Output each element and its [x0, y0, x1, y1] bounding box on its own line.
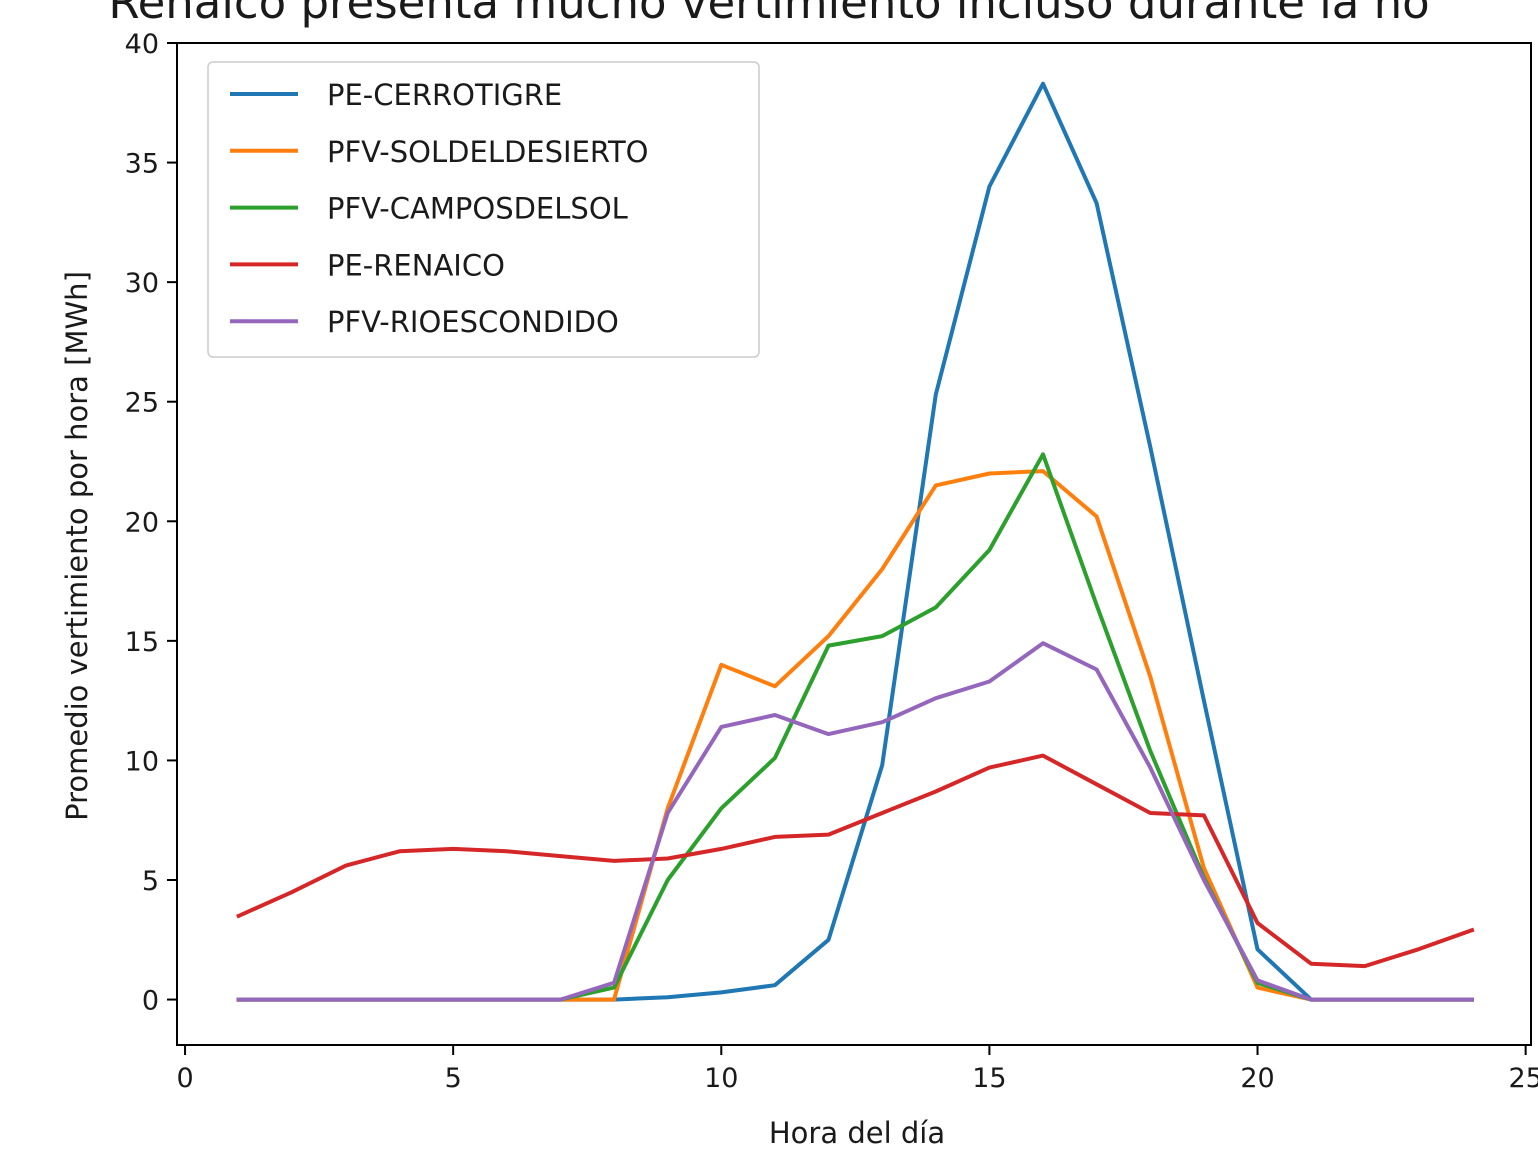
x-tick-label: 20: [1240, 1063, 1274, 1094]
y-tick-label: 30: [125, 268, 159, 299]
legend-label: PFV-CAMPOSDELSOL: [327, 192, 628, 226]
legend-label: PE-CERROTIGRE: [327, 78, 562, 112]
plot-lines: [236, 81, 1475, 1002]
series-line-pe-renaico: [236, 753, 1475, 969]
plot-frame: [176, 42, 1532, 1046]
series-line-pfv-soldeldesierto: [236, 469, 1474, 1002]
y-axis: 0 5 10 15 20 25 30 35 40: [125, 29, 177, 1017]
y-axis-label: Promedio vertimiento por hora [MWh]: [60, 271, 94, 821]
legend-label: PE-RENAICO: [327, 248, 505, 282]
legend: PE-CERROTIGRE PFV-SOLDELDESIERTO PFV-CAMPO…: [207, 61, 760, 358]
y-tick-label: 0: [142, 986, 159, 1017]
legend-label: PFV-SOLDELDESIERTO: [327, 135, 649, 169]
x-tick-label: 25: [1508, 1063, 1538, 1094]
y-tick-label: 5: [142, 866, 159, 897]
chart-title: Renaico presenta mucho vertimiento inclu…: [108, 0, 1429, 29]
x-axis: 0 5 10 15 20 25: [176, 1045, 1538, 1094]
x-tick-label: 5: [445, 1063, 462, 1094]
y-tick-label: 15: [125, 627, 159, 658]
legend-box: [207, 61, 760, 358]
x-tick-label: 10: [704, 1063, 738, 1094]
x-axis-label: Hora del día: [769, 1116, 945, 1150]
y-tick-label: 35: [125, 149, 159, 180]
y-tick-label: 25: [125, 388, 159, 419]
series-line-pfv-rioescondido: [236, 641, 1474, 1002]
y-tick-label: 10: [125, 746, 159, 777]
y-tick-label: 40: [125, 29, 159, 60]
y-tick-label: 20: [125, 507, 159, 538]
x-tick-label: 15: [972, 1063, 1006, 1094]
legend-label: PFV-RIOESCONDIDO: [327, 305, 619, 339]
x-tick-label: 0: [176, 1063, 193, 1094]
